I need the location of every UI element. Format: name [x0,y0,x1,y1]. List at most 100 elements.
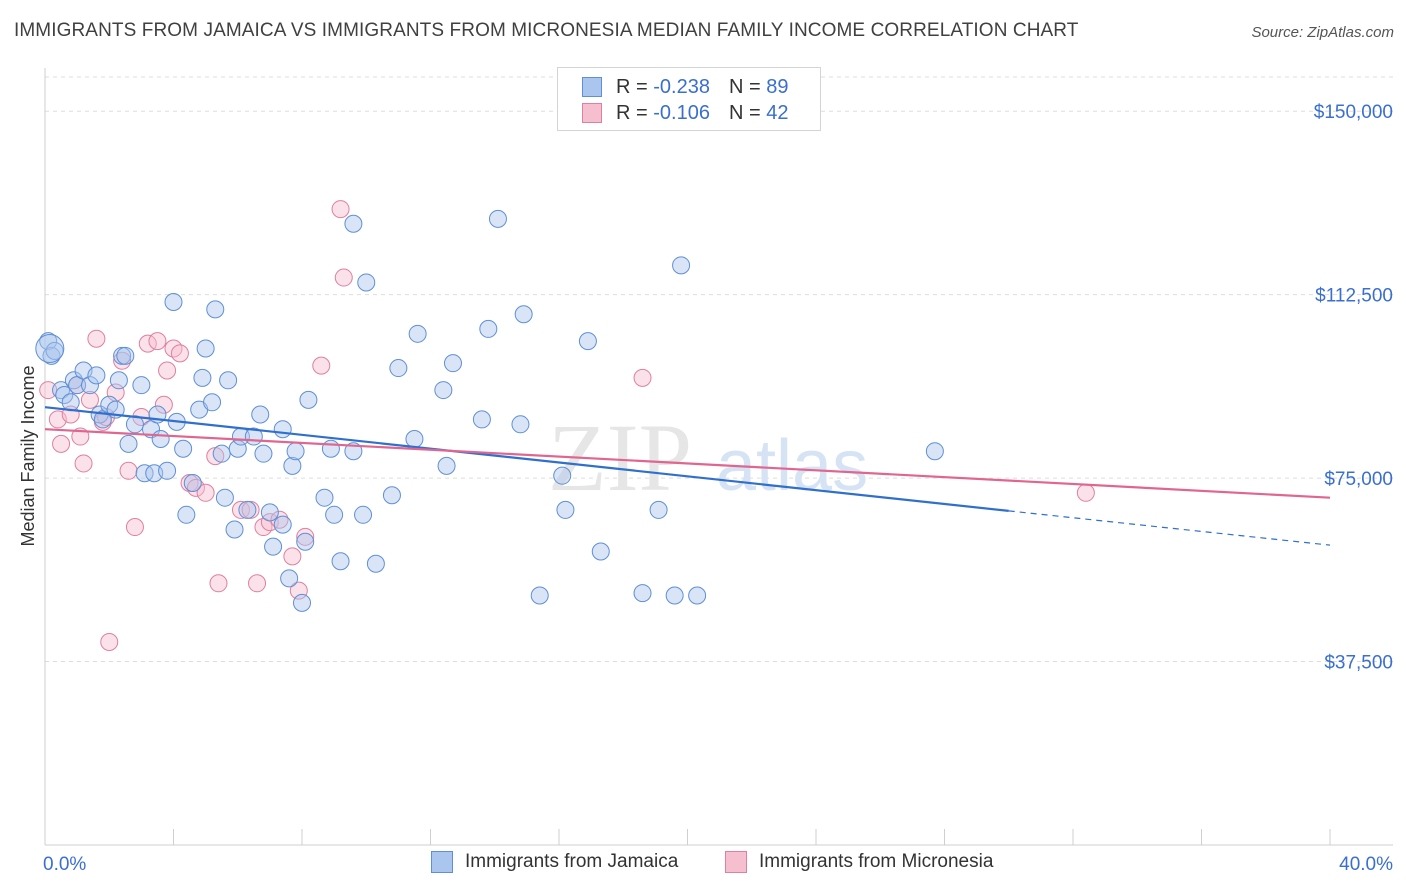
y-tick-label: $150,000 [1314,102,1393,123]
jamaica-point [296,532,315,551]
trend-lines [44,406,1331,546]
jamaica-point [325,505,344,524]
chart-title: IMMIGRANTS FROM JAMAICA VS IMMIGRANTS FR… [14,20,1079,41]
micronesia-point [312,356,331,375]
jamaica-point [382,486,401,505]
jamaica-point [408,324,427,343]
jamaica-point [42,346,61,365]
micronesia-point [87,329,106,348]
series-legend-label: Immigrants from Jamaica [465,851,679,872]
jamaica-point [578,332,597,351]
gridlines: $37,500 $75,000 $112,500 $150,000 [45,76,1393,674]
jamaica-point [215,488,234,507]
jamaica-point [286,442,305,461]
jamaica-point [556,500,575,519]
series-legend-micronesia[interactable]: Immigrants from Micronesia [725,851,993,873]
jamaica-point [293,593,311,612]
jamaica-point [649,500,668,519]
x-tick-label-min: 0.0% [43,854,86,875]
legend-row-micronesia: R = -0.106 N = 42 [582,101,788,125]
y-tick-label: $37,500 [1324,653,1393,674]
micronesia-point [209,574,228,593]
micronesia-point [158,361,177,380]
micronesia-point [170,344,189,363]
series-legend-label: Immigrants from Micronesia [759,851,994,872]
series-legend-jamaica[interactable]: Immigrants from Jamaica [431,851,678,873]
jamaica-point [132,376,151,395]
series-swatch-micronesia [725,851,747,873]
jamaica-point [151,429,170,448]
micronesia-point [270,510,289,529]
legend-n-label: N = [728,101,761,124]
correlation-legend: R = -0.238 N = 89 R = -0.106 N = 42 [557,67,821,131]
jamaica-point [344,214,363,233]
jamaica-point [488,209,507,228]
legend-r-value: -0.106 [653,101,710,124]
jamaica-point [183,474,202,493]
jamaica-point [321,439,340,458]
jamaica-point [672,256,691,275]
jamaica-point [39,332,58,351]
jamaica-point [280,569,299,588]
jamaica-trend-extension [1008,510,1331,546]
legend-row-jamaica: R = -0.238 N = 89 [582,75,788,99]
jamaica-point [219,371,238,390]
legend-n-value: 89 [766,75,789,98]
jamaica-point [212,444,231,463]
micronesia-point [113,351,132,370]
jamaica-point [315,488,334,507]
jamaica-point [158,461,177,480]
jamaica-point [479,319,498,338]
micronesia-point [119,461,138,480]
micronesia-point [80,390,99,409]
jamaica-point [196,339,215,358]
jamaica-point [273,420,292,439]
jamaica-point [254,444,273,463]
legend-n-label: N = [728,75,761,98]
jamaica-point [553,466,572,485]
series-micronesia-points [39,200,1095,651]
jamaica-point [283,456,302,475]
micronesia-point [52,434,71,453]
micronesia-point [334,268,353,287]
jamaica-point [260,503,279,522]
jamaica-point [925,442,944,461]
jamaica-point [357,273,376,292]
jamaica-point [35,333,65,363]
jamaica-point [273,515,292,534]
micronesia-point [154,395,173,414]
jamaica-point [688,586,707,605]
jamaica-point [264,537,283,556]
jamaica-point [366,554,385,573]
jamaica-point [331,552,350,571]
series-swatch-jamaica [431,851,453,873]
y-tick-label: $112,500 [1315,286,1393,307]
watermark: ZIP atlas [548,404,868,511]
axes: Median Family Income 0.0% 40.0% [18,68,1393,875]
legend-r-label: R = [616,101,648,124]
jamaica-point [109,371,128,390]
jamaica-point [251,405,270,424]
jamaica-point [530,586,549,605]
jamaica-point [443,354,462,373]
micronesia-point [231,500,250,519]
micronesia-point [331,200,350,219]
legend-n-value: 42 [766,101,789,124]
micronesia-point [633,368,652,387]
y-tick-label: $75,000 [1324,469,1393,490]
jamaica-trend-line [44,406,1009,512]
jamaica-point [389,359,408,378]
jamaica-point [135,464,154,483]
micronesia-point [283,547,302,566]
jamaica-point [665,586,684,605]
jamaica-point [164,293,183,312]
micronesia-trend-line [44,428,1331,499]
micronesia-point [248,574,267,593]
jamaica-point [174,439,193,458]
jamaica-point [52,381,71,400]
legend-r-value: -0.238 [653,75,710,98]
jamaica-point [55,385,74,404]
jamaica-point [80,376,99,395]
micronesia-point [186,478,205,497]
